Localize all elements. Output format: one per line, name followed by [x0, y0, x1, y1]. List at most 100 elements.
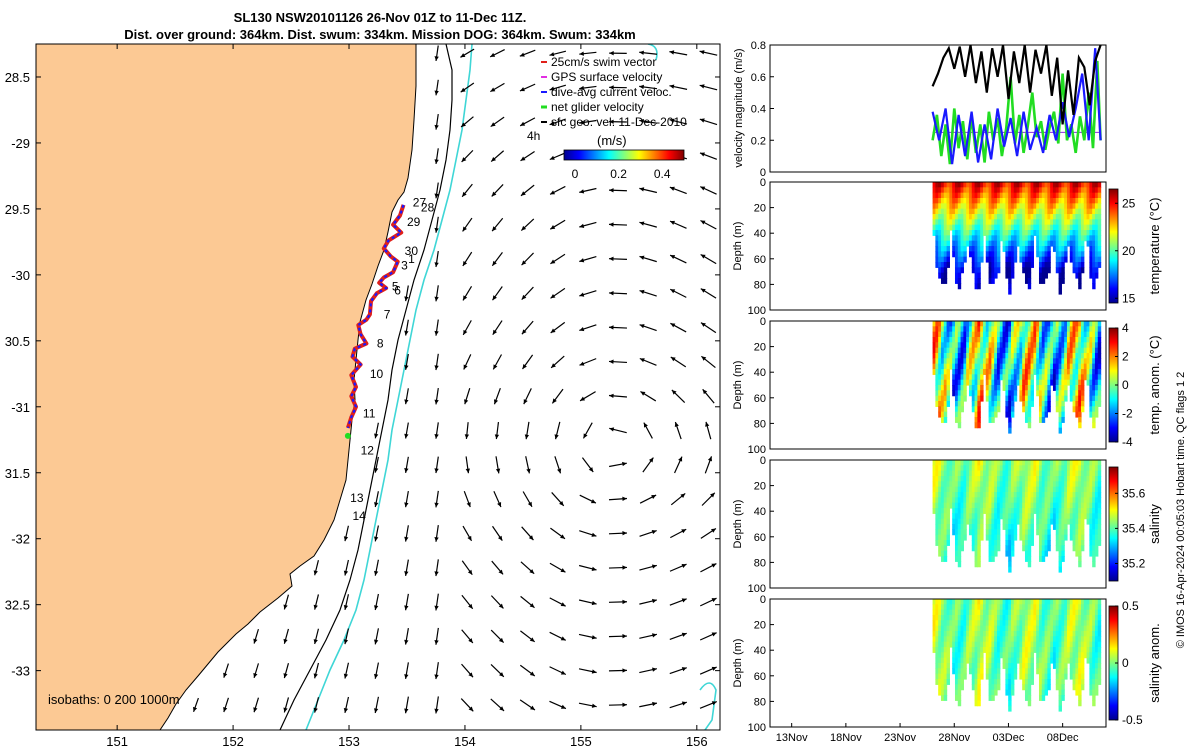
section-cell — [1008, 663, 1012, 669]
section-cell — [938, 235, 942, 242]
section-cell — [988, 411, 992, 418]
section-cell — [1027, 481, 1032, 488]
section-cell — [1005, 625, 1009, 632]
section-cell — [1058, 240, 1062, 247]
section-cell — [952, 636, 956, 643]
section-cell — [988, 385, 992, 391]
section-y-tick-label: 80 — [754, 557, 766, 569]
section-cell — [943, 486, 948, 493]
section-cell — [960, 673, 964, 680]
section-cell — [1089, 235, 1093, 242]
section-cell — [1094, 385, 1099, 391]
section-cell — [1002, 508, 1006, 514]
section-cell — [957, 625, 962, 632]
section-cell — [963, 470, 967, 477]
section-cell — [968, 652, 973, 659]
section-cell — [1010, 631, 1015, 637]
section-cell — [1075, 411, 1079, 418]
section-cell — [1030, 337, 1034, 343]
section-cell — [999, 502, 1004, 509]
section-cell — [1097, 663, 1102, 669]
section-cell — [1078, 636, 1082, 643]
section-cell — [1058, 652, 1062, 659]
section-cell — [949, 342, 953, 349]
section-cell — [1078, 358, 1082, 365]
section-cell — [988, 465, 992, 472]
section-cell — [1010, 406, 1015, 413]
section-cell — [932, 641, 936, 648]
section-cell — [1092, 663, 1096, 669]
section-cell — [1086, 641, 1090, 648]
section-cell — [1061, 689, 1065, 696]
section-cell — [1002, 326, 1006, 333]
section-cell — [954, 363, 959, 370]
section-cell — [1027, 695, 1032, 701]
section-cell — [988, 657, 992, 664]
section-cell — [938, 347, 942, 354]
section-cell — [1066, 481, 1071, 488]
section-cell — [1036, 219, 1040, 226]
section-cell — [963, 331, 967, 338]
section-cell — [1092, 524, 1096, 530]
current-arrow-head — [520, 156, 526, 161]
section-cell — [966, 347, 970, 354]
section-cell — [1052, 321, 1057, 327]
section-cell — [1022, 326, 1026, 333]
current-arrow-head — [404, 708, 409, 714]
section-cell — [996, 369, 1001, 375]
section-cell — [1061, 337, 1065, 343]
section-cell — [1055, 203, 1060, 210]
section-cell — [943, 417, 948, 423]
section-cell — [977, 251, 981, 258]
section-cell — [1038, 502, 1043, 509]
map-y-tick-label: -29 — [11, 136, 30, 151]
section-cell — [985, 385, 990, 391]
section-cell — [968, 647, 973, 653]
section-cell — [1092, 417, 1096, 423]
section-cell — [1052, 358, 1057, 365]
section-cell — [1016, 476, 1020, 482]
section-cell — [1058, 214, 1062, 220]
section-cell — [980, 604, 984, 611]
section-cell — [946, 321, 950, 327]
section-cell — [938, 673, 942, 680]
section-cell — [980, 369, 984, 375]
section-cell — [1086, 342, 1090, 349]
section-cell — [1016, 321, 1020, 327]
section-cell — [977, 700, 981, 707]
section-cell — [932, 647, 936, 653]
current-arrow-head — [639, 255, 645, 260]
section-cell — [1075, 390, 1079, 397]
section-cell — [938, 615, 942, 621]
section-cell — [974, 326, 978, 333]
section-cell — [943, 641, 948, 648]
section-cell — [1038, 321, 1043, 327]
section-cell — [1055, 641, 1060, 648]
current-arrow-head — [465, 468, 470, 474]
section-cell — [974, 342, 978, 349]
section-cell — [1044, 604, 1048, 611]
section-cell — [1008, 615, 1012, 621]
section-cell — [1092, 689, 1096, 696]
section-cell — [988, 609, 992, 616]
section-cell — [988, 256, 992, 263]
section-cell — [1097, 374, 1102, 381]
section-cell — [963, 465, 967, 472]
section-cell — [943, 379, 948, 386]
section-cell — [1075, 518, 1079, 525]
section-cell — [935, 326, 939, 333]
section-cell — [1041, 278, 1046, 284]
section-cell — [952, 246, 956, 252]
section-cell — [1050, 647, 1054, 653]
section-cell — [980, 652, 984, 659]
section-cell — [1019, 481, 1023, 488]
section-cell — [980, 465, 984, 472]
section-cell — [1033, 326, 1037, 333]
section-cell — [1064, 625, 1068, 632]
section-cell — [1092, 246, 1096, 252]
section-cell — [996, 508, 1001, 514]
section-cell — [999, 481, 1004, 488]
section-cell — [991, 198, 995, 204]
section-cell — [943, 230, 948, 236]
section-cell — [1027, 556, 1032, 562]
